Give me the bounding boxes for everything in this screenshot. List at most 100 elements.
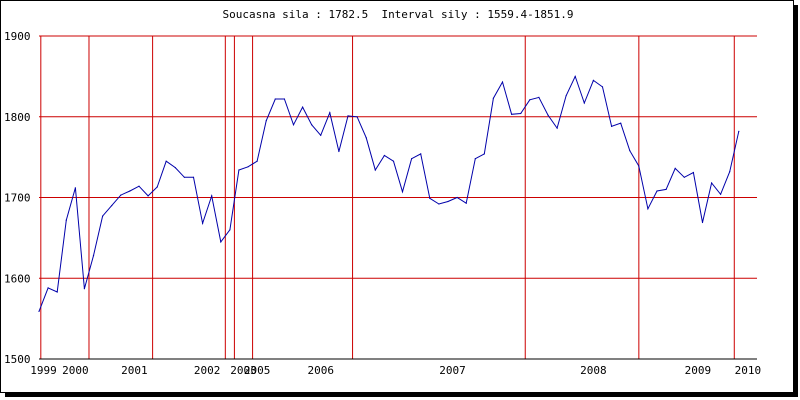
data-point — [711, 182, 713, 184]
data-point — [383, 154, 385, 157]
data-point — [556, 127, 558, 129]
data-point — [483, 153, 485, 155]
data-point — [265, 120, 267, 122]
data-point — [247, 166, 249, 168]
x-tick-label-2006: 2006 — [307, 364, 334, 377]
data-point — [429, 197, 431, 199]
frame-shadow-right — [794, 5, 798, 397]
data-point — [38, 310, 40, 312]
y-tick-label-1900: 1900 — [4, 30, 31, 43]
data-point — [583, 102, 585, 104]
y-tick-label-1600: 1600 — [4, 272, 31, 285]
x-tick-label-2001: 2001 — [121, 364, 148, 377]
data-point — [574, 75, 576, 77]
data-point — [302, 106, 304, 108]
data-point — [292, 124, 295, 126]
data-point — [511, 113, 513, 115]
data-point — [192, 176, 195, 178]
data-point — [720, 193, 722, 195]
data-point — [165, 160, 167, 162]
data-point — [56, 291, 58, 293]
x-tick-label-2000: 2000 — [62, 364, 89, 377]
data-point — [320, 134, 322, 136]
data-point — [311, 124, 313, 126]
x-tick-label-2009: 2009 — [685, 364, 712, 377]
data-point — [501, 81, 504, 83]
x-tick-label-2003: 2003 — [230, 364, 257, 377]
data-point — [592, 79, 595, 81]
data-point — [565, 95, 567, 97]
y-tick-label-1700: 1700 — [4, 192, 31, 205]
data-point — [274, 98, 276, 100]
data-point — [65, 219, 67, 221]
data-point — [411, 158, 413, 160]
data-point — [92, 255, 95, 257]
data-point — [392, 160, 395, 162]
data-point — [338, 150, 340, 153]
data-point — [83, 288, 85, 290]
data-point — [438, 203, 440, 205]
data-point — [174, 167, 176, 169]
data-point — [638, 165, 640, 167]
plot-area: 1500 1600 1700 1800 1900 1999 2000 2001 2002 200… — [4, 30, 762, 377]
data-point — [456, 196, 458, 199]
data-point — [156, 186, 158, 188]
data-point — [111, 205, 113, 207]
data-point — [365, 137, 367, 139]
data-point — [374, 169, 376, 171]
data-point — [329, 112, 331, 114]
data-point — [656, 190, 658, 192]
x-tick-label-2002: 2002 — [194, 364, 221, 377]
data-point — [147, 195, 149, 197]
data-point — [738, 130, 740, 132]
data-point — [474, 158, 476, 160]
data-point — [420, 153, 422, 155]
data-point — [701, 221, 704, 224]
data-point — [683, 176, 685, 178]
data-point — [520, 112, 522, 115]
data-point — [120, 194, 122, 196]
data-point — [538, 96, 540, 98]
y-tick-label-1800: 1800 — [4, 111, 31, 124]
y-tick-label-1500: 1500 — [4, 353, 31, 366]
data-point — [47, 287, 49, 289]
data-point — [611, 125, 613, 127]
data-point — [129, 190, 131, 192]
data-point — [202, 222, 204, 224]
data-point — [547, 114, 549, 116]
data-point — [220, 241, 222, 243]
chart-frame: Soucasna sila : 1782.5 Interval sily : 1… — [0, 0, 794, 393]
series-line-0 — [38, 75, 740, 312]
data-point — [238, 169, 240, 171]
data-point — [620, 122, 622, 124]
data-point — [692, 171, 695, 174]
data-point — [211, 195, 213, 197]
data-point — [529, 99, 531, 101]
data-point — [465, 202, 467, 204]
data-point — [102, 215, 104, 217]
data-point — [674, 167, 676, 169]
data-point — [283, 98, 285, 100]
data-point — [492, 97, 494, 99]
data-point — [629, 150, 631, 152]
data-point — [183, 176, 185, 178]
data-point — [74, 187, 76, 189]
data-point — [601, 86, 604, 88]
data-point — [647, 208, 649, 210]
data-point — [347, 115, 349, 117]
x-tick-label-2008: 2008 — [580, 364, 607, 377]
data-point — [401, 191, 404, 193]
data-point — [729, 171, 731, 173]
data-point — [256, 160, 258, 162]
data-point — [356, 116, 358, 118]
data-point — [447, 200, 449, 203]
x-tick-label-1999: 1999 — [30, 364, 57, 377]
x-tick-label-2010: 2010 — [735, 364, 762, 377]
data-point — [229, 229, 231, 231]
chart-title: Soucasna sila : 1782.5 Interval sily : 1… — [222, 8, 574, 21]
data-point — [665, 188, 667, 190]
data-point — [138, 185, 140, 187]
x-tick-label-2005: 2005 — [244, 364, 271, 377]
x-tick-label-2007: 2007 — [439, 364, 466, 377]
frame-shadow-bottom — [5, 393, 798, 397]
